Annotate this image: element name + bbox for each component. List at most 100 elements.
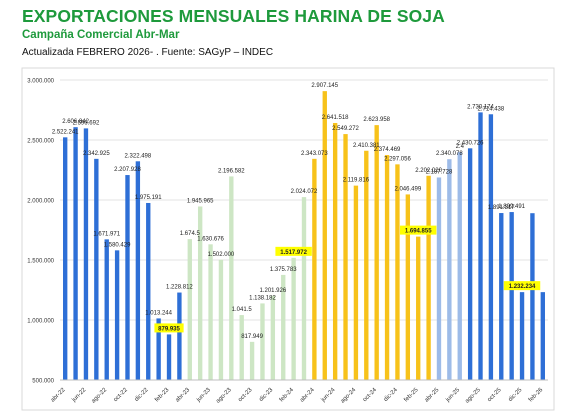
chart-subtitle: Campaña Comercial Abr-Mar <box>22 29 180 41</box>
data-label: 1.228.812 <box>166 285 193 291</box>
data-label: 2.641.518 <box>322 115 349 121</box>
bar <box>343 134 348 380</box>
bar <box>94 158 99 380</box>
data-label: 2.340.078 <box>436 151 463 157</box>
bar <box>374 125 379 381</box>
data-label: 1.201.926 <box>259 288 286 294</box>
bar <box>166 334 172 380</box>
bar <box>426 175 431 380</box>
data-label: 1.899.491 <box>498 204 525 210</box>
data-label: 2.730.174 <box>467 104 494 110</box>
bar <box>416 236 421 380</box>
data-label: 817.949 <box>241 334 263 340</box>
data-label: 2.606.842 <box>62 119 89 125</box>
data-label: 2.119.816 <box>343 178 370 184</box>
bar <box>322 91 327 380</box>
data-label: 2.343.073 <box>301 151 328 157</box>
data-label: 1.674.5 <box>180 231 201 237</box>
data-label: 2.374.469 <box>374 147 401 153</box>
bar <box>135 161 141 380</box>
y-axis: 500.000 1.000.000 1.500.000 2.000.000 2.500.… <box>27 79 54 385</box>
data-label: 2.046.499 <box>394 186 421 192</box>
bar <box>281 274 286 380</box>
y-tick-label: 3.000.000 <box>27 79 54 85</box>
bar <box>405 194 411 380</box>
data-label: 1.375.783 <box>270 267 297 273</box>
bar <box>540 292 545 380</box>
bar <box>218 259 224 380</box>
data-label: 2.297.056 <box>384 156 411 162</box>
y-tick-label: 1.000.000 <box>27 319 54 325</box>
data-label: 1.232.234 <box>509 284 536 290</box>
data-label: 2.187.728 <box>426 169 453 175</box>
bar <box>197 206 203 380</box>
data-label: 1.580.429 <box>104 242 131 248</box>
bar <box>364 150 369 380</box>
data-label: 2.322.498 <box>125 153 152 159</box>
data-label: 2.907.145 <box>311 83 338 89</box>
bar <box>395 164 400 380</box>
bar <box>73 127 78 381</box>
data-label-highlight <box>275 246 312 256</box>
bar <box>353 185 359 380</box>
data-label: 1.502.000 <box>208 252 235 258</box>
bar <box>499 213 504 380</box>
data-label: 1.891.317 <box>488 205 515 211</box>
bar <box>229 176 234 380</box>
data-label-highlight <box>400 225 437 235</box>
data-label: 2.202.020 <box>415 168 442 174</box>
data-label: 2.410.381 <box>353 143 380 149</box>
bar <box>478 112 483 380</box>
data-label: 1.975.191 <box>135 195 162 201</box>
bar <box>249 341 255 380</box>
data-label: 1.041.5 <box>232 307 253 313</box>
data-label: 2.196.582 <box>218 168 245 174</box>
data-label: 1.517.972 <box>280 250 307 256</box>
data-label: 879.935 <box>158 326 180 332</box>
y-tick-label: 500.000 <box>32 379 54 385</box>
bar <box>384 155 390 380</box>
data-label: 2.623.958 <box>363 117 390 123</box>
bar <box>457 152 462 380</box>
bar <box>467 148 473 380</box>
bar <box>488 114 494 380</box>
data-label-highlight <box>503 281 541 291</box>
data-label: 1.945.965 <box>187 198 214 204</box>
bar <box>146 202 151 380</box>
data-label: 1.694.855 <box>405 229 432 235</box>
bar <box>519 292 525 380</box>
bar <box>301 197 307 380</box>
bars <box>63 91 545 381</box>
data-label: 2.342.925 <box>83 151 110 157</box>
bar <box>312 158 317 380</box>
bar <box>208 244 213 380</box>
data-label: 2.522.241 <box>52 129 79 135</box>
bar <box>436 177 442 380</box>
bar <box>114 250 120 380</box>
chart-frame <box>21 67 555 411</box>
bar <box>260 303 265 380</box>
bar <box>239 315 244 380</box>
chart-title: EXPORTACIONES MENSUALES HARINA DE SOJA <box>22 6 445 26</box>
bar <box>509 212 514 380</box>
bar <box>104 239 109 380</box>
bar <box>83 128 89 380</box>
bar <box>63 137 68 380</box>
bar <box>332 123 338 381</box>
bar <box>291 257 296 380</box>
data-label-highlight <box>154 323 184 333</box>
bar <box>125 175 130 380</box>
data-label: 1.138.182 <box>249 295 276 301</box>
data-label: 1.013.244 <box>145 310 172 316</box>
data-label: 2.4 <box>456 144 465 150</box>
bar <box>156 318 161 380</box>
data-label: 2.596.692 <box>73 120 100 126</box>
data-label: 1.630.676 <box>197 236 224 242</box>
bar <box>187 239 192 380</box>
data-label: 2.207.928 <box>114 167 141 173</box>
bar <box>530 213 535 380</box>
data-label: 1.671.971 <box>93 231 120 237</box>
bar <box>177 292 182 380</box>
